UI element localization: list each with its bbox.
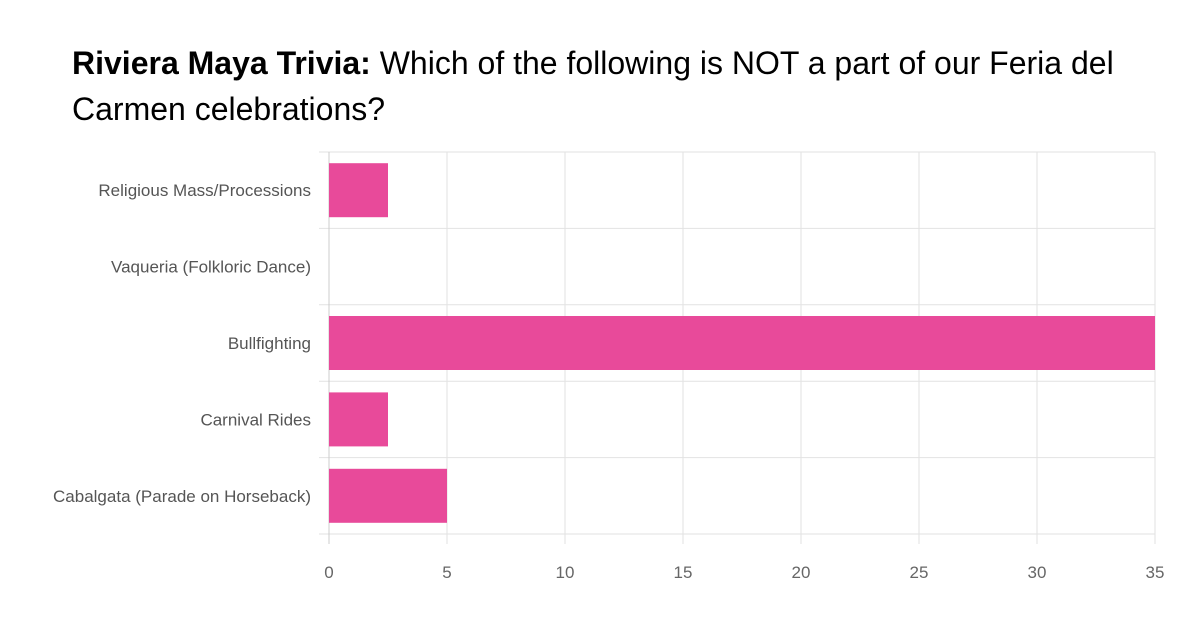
x-tick-label: 0 <box>324 563 333 582</box>
title-question: Which of the following is NOT a part of … <box>72 45 1114 127</box>
x-tick-label: 5 <box>442 563 451 582</box>
x-tick-label: 35 <box>1146 563 1165 582</box>
x-tick-label: 30 <box>1028 563 1047 582</box>
bar <box>329 392 388 447</box>
bar <box>329 316 1155 370</box>
category-label: Cabalgata (Parade on Horseback) <box>53 487 311 506</box>
x-tick-label: 25 <box>910 563 929 582</box>
x-tick-label: 15 <box>674 563 693 582</box>
category-label: Carnival Rides <box>200 410 311 429</box>
category-label: Vaqueria (Folkloric Dance) <box>111 258 311 277</box>
x-tick-label: 20 <box>792 563 811 582</box>
x-tick-labels: 0 5 10 15 20 25 30 35 <box>324 563 1164 582</box>
bar <box>329 163 388 218</box>
bars <box>329 163 1155 523</box>
category-labels: Religious Mass/Processions Vaqueria (Folk… <box>53 181 311 506</box>
bar <box>329 468 447 523</box>
page-title: Riviera Maya Trivia: Which of the follow… <box>72 40 1152 132</box>
x-tick-label: 10 <box>556 563 575 582</box>
category-label: Religious Mass/Processions <box>98 181 311 200</box>
title-prefix: Riviera Maya Trivia: <box>72 45 371 81</box>
category-label: Bullfighting <box>228 334 311 353</box>
